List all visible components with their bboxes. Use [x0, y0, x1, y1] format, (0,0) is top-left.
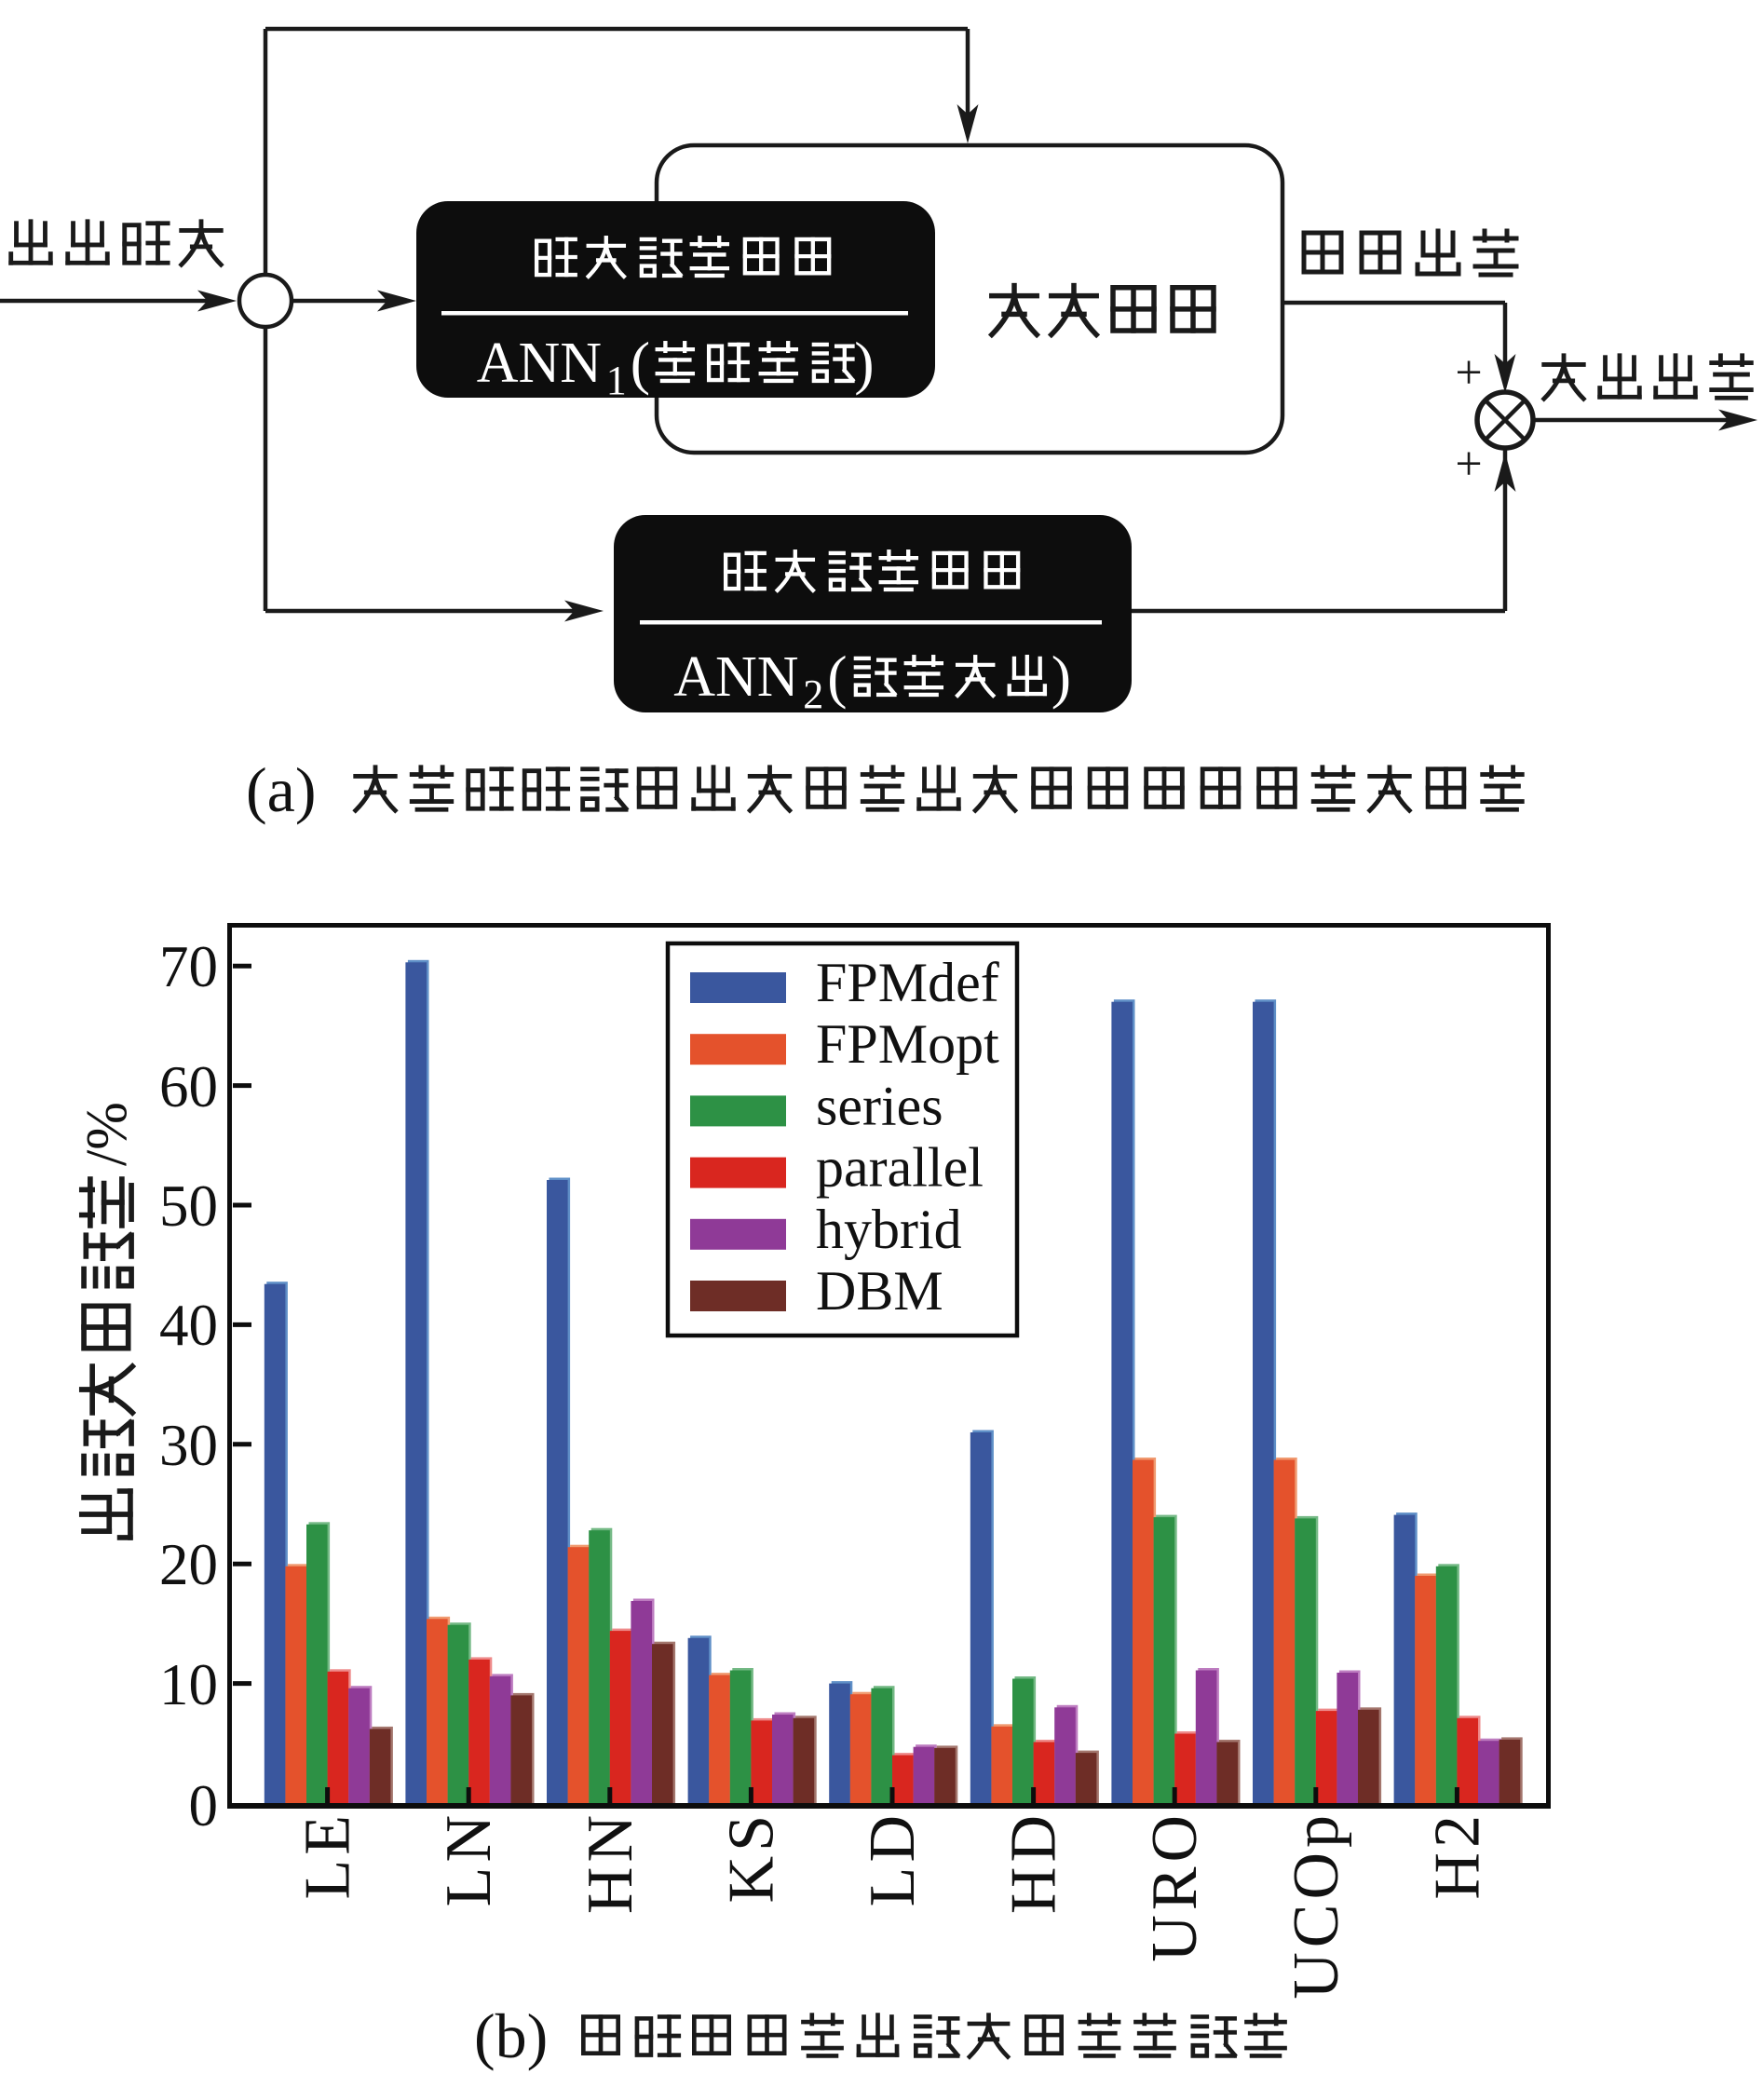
svg-text:parallel: parallel [816, 1137, 984, 1199]
svg-text:20: 20 [159, 1532, 218, 1597]
svg-text:): ) [1052, 644, 1071, 710]
svg-text:LD: LD [857, 1811, 929, 1906]
svg-text:70: 70 [159, 934, 218, 999]
svg-text:): ) [854, 330, 874, 396]
svg-text:LE: LE [292, 1811, 364, 1900]
svg-text:DBM: DBM [816, 1260, 943, 1322]
svg-text:+: + [1455, 346, 1482, 400]
svg-text:HD: HD [998, 1811, 1070, 1914]
svg-text:FPMopt: FPMopt [816, 1013, 999, 1075]
svg-text:(: ( [631, 330, 650, 396]
svg-text:series: series [816, 1075, 943, 1136]
svg-text:FPMdef: FPMdef [816, 952, 999, 1013]
svg-text:H2: H2 [1421, 1811, 1493, 1900]
svg-text:LN: LN [433, 1811, 505, 1906]
svg-text:HN: HN [575, 1811, 646, 1914]
svg-text:KS: KS [715, 1811, 787, 1903]
svg-text:2: 2 [803, 671, 823, 717]
svg-text:hybrid: hybrid [816, 1199, 962, 1260]
svg-text:60: 60 [159, 1054, 218, 1119]
svg-text:0: 0 [189, 1773, 219, 1838]
svg-text:/%: /% [75, 1102, 139, 1166]
svg-text:30: 30 [159, 1413, 218, 1478]
svg-text:50: 50 [159, 1173, 218, 1239]
svg-text:ANN: ANN [477, 332, 602, 395]
svg-text:UCOp: UCOp [1281, 1811, 1352, 2000]
svg-text:40: 40 [159, 1293, 218, 1358]
svg-text:ANN: ANN [673, 645, 798, 709]
svg-text:1: 1 [606, 358, 627, 403]
svg-text:(: ( [827, 644, 847, 710]
svg-text:+: + [1455, 438, 1482, 491]
svg-text:URO: URO [1139, 1811, 1211, 1962]
svg-text:10: 10 [159, 1652, 218, 1717]
svg-text:(a): (a) [246, 754, 316, 825]
svg-text:(b): (b) [474, 2000, 548, 2071]
